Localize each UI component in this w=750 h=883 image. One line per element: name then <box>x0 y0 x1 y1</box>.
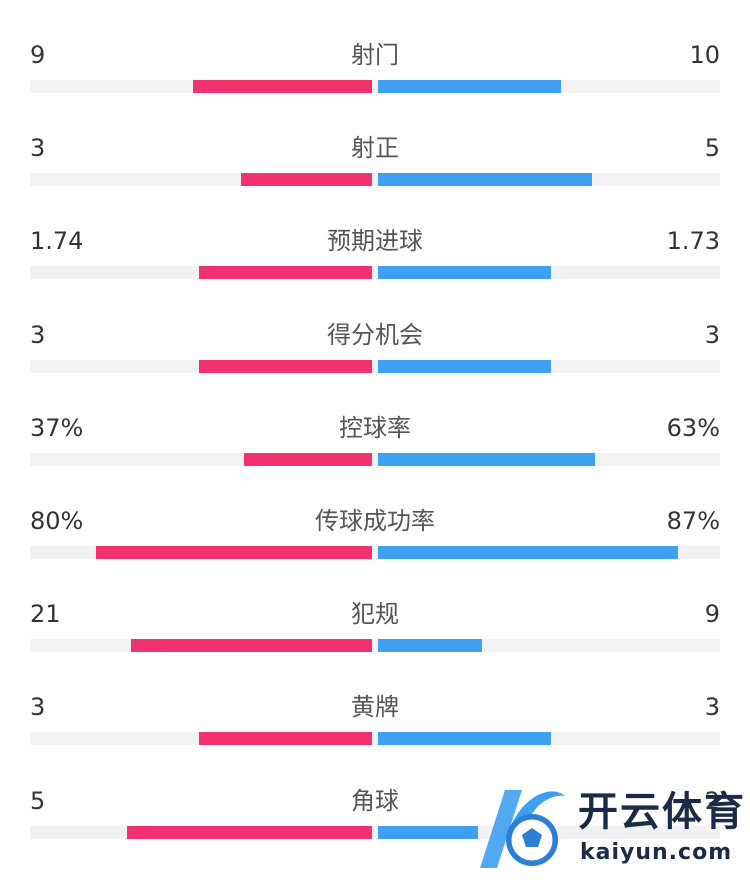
away-bar <box>378 80 561 93</box>
stat-label: 控球率 <box>339 413 411 442</box>
stat-label: 角球 <box>351 786 399 815</box>
stat-row: 37% 控球率 63% <box>0 413 750 506</box>
home-value: 37% <box>30 413 84 442</box>
home-value: 1.74 <box>30 227 84 256</box>
away-bar <box>378 732 551 746</box>
stat-row: 3 黄牌 3 <box>0 692 750 785</box>
stat-bar-track <box>30 173 720 187</box>
stat-label: 传球成功率 <box>315 507 435 535</box>
home-value: 80% <box>30 507 84 535</box>
stat-row: 3 得分机会 3 <box>0 320 750 413</box>
stat-row: 21 犯规 9 <box>0 599 750 692</box>
stat-label: 射正 <box>351 134 399 163</box>
away-value: 3 <box>704 693 720 722</box>
stat-row: 1.74 预期进球 1.73 <box>0 226 750 319</box>
away-value: 9 <box>704 600 720 629</box>
stat-bar-track <box>30 80 720 93</box>
stat-bar-track <box>30 732 720 746</box>
home-bar <box>199 359 372 373</box>
away-bar <box>378 639 482 653</box>
home-bar <box>241 173 372 187</box>
away-value: 87% <box>666 507 720 535</box>
watermark-url: kaiyun.com <box>580 840 733 865</box>
watermark-brand: 开云体育 <box>578 789 746 835</box>
home-bar <box>199 266 372 280</box>
home-bar <box>131 639 372 653</box>
stat-label: 射门 <box>351 41 399 69</box>
stat-bar-track <box>30 266 720 280</box>
away-value: 3 <box>704 320 720 349</box>
home-bar <box>96 546 372 559</box>
stat-bar-track <box>30 546 720 559</box>
home-value: 3 <box>30 693 46 722</box>
home-bar <box>199 732 372 746</box>
stat-bar-track <box>30 359 720 373</box>
stat-row: 3 射正 5 <box>0 133 750 226</box>
stat-bar-track <box>30 639 720 653</box>
stat-label: 得分机会 <box>327 320 423 349</box>
stat-bar-track <box>30 452 720 466</box>
stat-label: 犯规 <box>351 600 399 629</box>
stat-row: 9 射门 10 <box>0 40 750 133</box>
home-bar <box>127 825 372 839</box>
stat-label: 黄牌 <box>351 693 399 722</box>
away-value: 63% <box>666 413 720 442</box>
stat-row: 80% 传球成功率 87% <box>0 506 750 599</box>
kaiyun-logo-icon <box>480 790 565 868</box>
away-value: 2 <box>704 786 720 815</box>
home-bar <box>244 452 372 466</box>
home-value: 3 <box>30 134 46 163</box>
home-bar <box>193 80 372 93</box>
home-value: 9 <box>30 41 46 69</box>
away-value: 5 <box>704 134 720 163</box>
away-bar <box>378 359 551 373</box>
away-value: 1.73 <box>666 227 720 256</box>
stat-label: 预期进球 <box>327 227 423 256</box>
home-value: 21 <box>30 600 61 629</box>
away-bar <box>378 266 551 280</box>
away-value: 10 <box>689 41 720 69</box>
home-value: 5 <box>30 786 46 815</box>
away-bar <box>378 546 678 559</box>
home-value: 3 <box>30 320 46 349</box>
watermark: 开云体育 kaiyun.com <box>460 778 750 883</box>
away-bar <box>378 452 595 466</box>
away-bar <box>378 173 592 187</box>
away-bar <box>378 825 478 839</box>
